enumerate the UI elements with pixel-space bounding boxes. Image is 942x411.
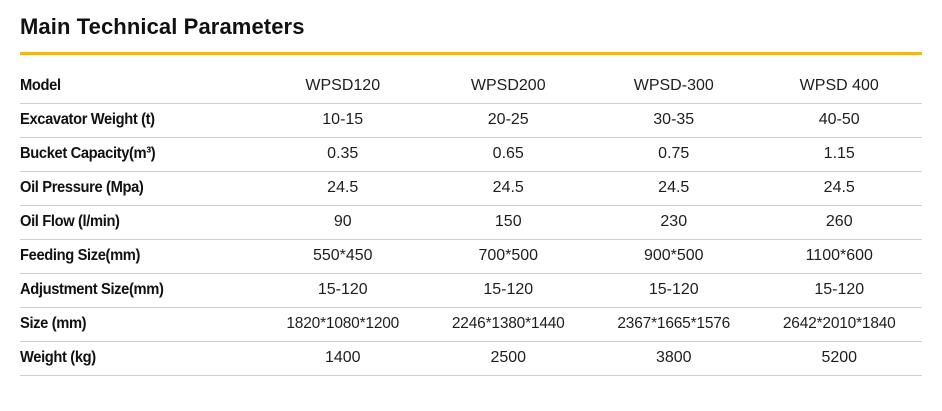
table-row: Adjustment Size(mm) 15-120 15-120 15-120… [20, 273, 922, 308]
model-cell: WPSD-300 [591, 69, 757, 104]
table-cell: 0.75 [591, 137, 757, 172]
header-label: Model [20, 76, 61, 94]
row-label-cell: Oil Flow (l/min) [20, 205, 260, 240]
table-cell: 900*500 [591, 239, 757, 274]
table-cell: 20-25 [425, 103, 591, 138]
row-label-cell: Size (mm) [20, 307, 260, 342]
table-cell: 1820*1080*1200 [260, 307, 426, 342]
table-cell: 2246*1380*1440 [425, 307, 591, 342]
table-cell: 260 [756, 205, 922, 240]
table-cell: 3800 [591, 341, 757, 376]
table-cell: 230 [591, 205, 757, 240]
row-label-cell: Adjustment Size(mm) [20, 273, 260, 308]
table-row: Weight (kg) 1400 2500 3800 5200 [20, 341, 922, 376]
row-label-cell: Bucket Capacity(m³) [20, 137, 260, 172]
row-label: Bucket Capacity(m³) [20, 145, 156, 162]
table-cell: 2642*2010*1840 [756, 307, 922, 342]
row-label: Oil Flow (l/min) [20, 213, 120, 230]
table-cell: 24.5 [756, 171, 922, 206]
table-cell: 2367*1665*1576 [591, 307, 757, 342]
table-cell: 1400 [260, 341, 426, 376]
table-cell: 30-35 [591, 103, 757, 138]
table-row: Oil Pressure (Mpa) 24.5 24.5 24.5 24.5 [20, 171, 922, 206]
table-cell: 150 [425, 205, 591, 240]
table-cell: 24.5 [425, 171, 591, 206]
table-cell: 90 [260, 205, 426, 240]
table-cell: 0.65 [425, 137, 591, 172]
model-cell: WPSD 400 [756, 69, 922, 104]
table-cell: 700*500 [425, 239, 591, 274]
table-cell: 10-15 [260, 103, 426, 138]
parameters-table: Model WPSD120 WPSD200 WPSD-300 WPSD 400 … [20, 69, 922, 376]
table-row: Oil Flow (l/min) 90 150 230 260 [20, 205, 922, 240]
header-label-cell: Model [20, 69, 260, 104]
table-cell: 15-120 [591, 273, 757, 308]
table-row: Feeding Size(mm) 550*450 700*500 900*500… [20, 239, 922, 274]
row-label-cell: Excavator Weight (t) [20, 103, 260, 138]
model-cell: WPSD120 [260, 69, 426, 104]
table-cell: 5200 [756, 341, 922, 376]
row-label: Excavator Weight (t) [20, 111, 155, 128]
row-label: Feeding Size(mm) [20, 247, 141, 264]
table-cell: 2500 [425, 341, 591, 376]
row-label: Size (mm) [20, 315, 87, 332]
table-cell: 15-120 [425, 273, 591, 308]
table-header-row: Model WPSD120 WPSD200 WPSD-300 WPSD 400 [20, 69, 922, 104]
row-label-cell: Weight (kg) [20, 341, 260, 376]
page-title: Main Technical Parameters [20, 14, 305, 39]
row-label: Oil Pressure (Mpa) [20, 179, 144, 196]
row-label: Adjustment Size(mm) [20, 281, 164, 298]
row-label: Weight (kg) [20, 349, 96, 366]
table-row: Bucket Capacity(m³) 0.35 0.65 0.75 1.15 [20, 137, 922, 172]
table-cell: 1.15 [756, 137, 922, 172]
table-cell: 40-50 [756, 103, 922, 138]
table-cell: 24.5 [260, 171, 426, 206]
model-cell: WPSD200 [425, 69, 591, 104]
title-accent-rule [20, 52, 922, 55]
row-label-cell: Oil Pressure (Mpa) [20, 171, 260, 206]
table-cell: 550*450 [260, 239, 426, 274]
table-cell: 0.35 [260, 137, 426, 172]
row-label-cell: Feeding Size(mm) [20, 239, 260, 274]
table-cell: 24.5 [591, 171, 757, 206]
table-row: Size (mm) 1820*1080*1200 2246*1380*1440 … [20, 307, 922, 342]
table-cell: 15-120 [756, 273, 922, 308]
table-row: Excavator Weight (t) 10-15 20-25 30-35 4… [20, 103, 922, 138]
table-cell: 15-120 [260, 273, 426, 308]
table-cell: 1100*600 [756, 239, 922, 274]
